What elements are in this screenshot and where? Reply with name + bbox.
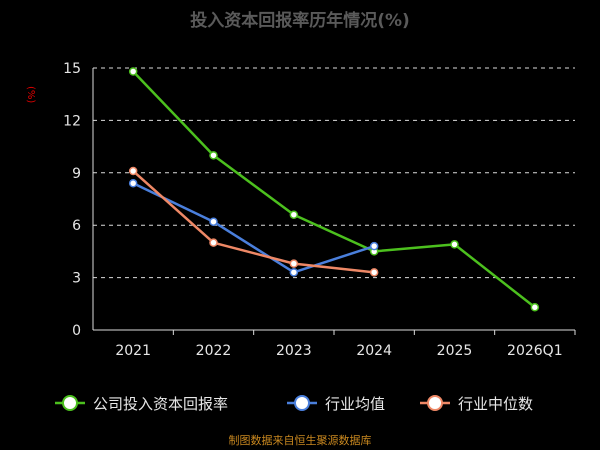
x-tick-label: 2026Q1 [507, 343, 563, 359]
y-tick-label: 3 [72, 271, 81, 287]
data-point-industry-mean [289, 268, 299, 277]
data-point-industry-mean [369, 241, 379, 251]
legend: 公司投入资本回报率 行业均值 行业中位数 [55, 395, 533, 413]
series-line-industry-mean [132, 182, 375, 274]
legend-item-industry-median[interactable]: 行业中位数 [420, 395, 533, 413]
y-tick-label: 9 [72, 166, 81, 182]
legend-label: 行业均值 [325, 395, 385, 413]
chart-title: 投入资本回报率历年情况(%) [190, 11, 410, 31]
data-point-company [530, 303, 540, 312]
data-point-industry-median [369, 268, 379, 277]
legend-swatch-marker [427, 395, 443, 411]
data-point-industry-mean [128, 179, 138, 188]
legend-label: 公司投入资本回报率 [93, 395, 228, 413]
data-point-company [128, 67, 138, 76]
x-tick-label: 2021 [115, 343, 151, 359]
data-point-company [450, 240, 459, 249]
series-lines [132, 70, 536, 309]
legend-swatch-marker [294, 395, 310, 411]
x-tick-label: 2023 [276, 343, 312, 359]
x-tick-label: 2025 [437, 343, 473, 359]
legend-swatch-marker [62, 395, 78, 411]
series-line-company [132, 70, 536, 309]
y-tick-label: 0 [72, 323, 81, 339]
gridlines [92, 67, 576, 335]
data-point-company [289, 210, 299, 219]
y-tick-labels: 15 12 9 6 3 0 [63, 61, 81, 339]
y-tick-label: 15 [63, 61, 81, 77]
x-tick-label: 2024 [356, 343, 392, 359]
series-line-industry-median [132, 170, 375, 274]
data-point-industry-median [289, 259, 299, 268]
data-point-industry-median [209, 238, 218, 247]
y-tick-label: 12 [63, 113, 81, 129]
source-note: 制图数据来自恒生聚源数据库 [228, 434, 372, 447]
data-point-industry-median [128, 166, 138, 176]
legend-label: 行业中位数 [458, 395, 533, 413]
legend-item-company[interactable]: 公司投入资本回报率 [55, 395, 228, 413]
x-tick-label: 2022 [196, 343, 232, 359]
data-point-industry-mean [209, 217, 218, 226]
x-tick-labels: 2021 2022 2023 2024 2025 2026Q1 [115, 343, 562, 359]
series-points [128, 67, 540, 312]
y-tick-label: 6 [72, 218, 81, 234]
legend-item-industry-mean[interactable]: 行业均值 [287, 395, 385, 413]
data-point-company [209, 151, 218, 160]
